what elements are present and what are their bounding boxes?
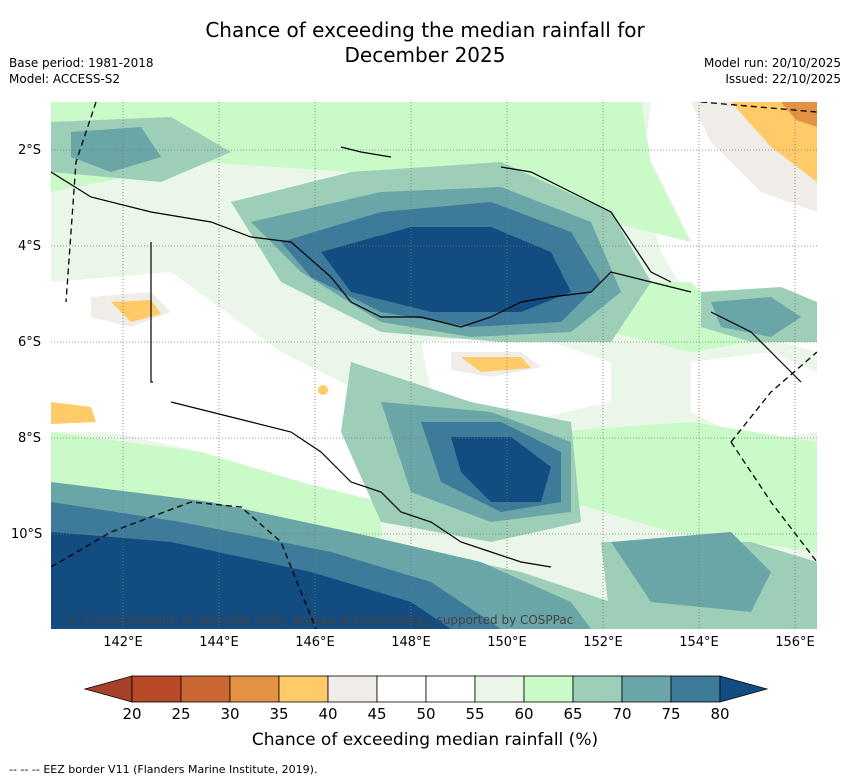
eez-east bbox=[730, 351, 817, 443]
bougainville-coast bbox=[710, 311, 802, 383]
cbar-tick-20: 20 bbox=[122, 705, 142, 723]
lat-label-8s: 8°S bbox=[18, 431, 42, 446]
blue-max-south bbox=[451, 437, 551, 502]
lon-label-152e: 152°E bbox=[583, 635, 623, 650]
base-period: Base period: 1981-2018 bbox=[9, 56, 154, 70]
png-north-coast bbox=[51, 171, 692, 328]
model-run: Model run: 20/10/2025 bbox=[703, 56, 841, 70]
cbar-tick-30: 30 bbox=[220, 705, 240, 723]
lon-label-150e: 150°E bbox=[487, 635, 527, 650]
white-zone-west bbox=[51, 272, 381, 502]
meta-right: Model run: 20/10/2025 Issued: 22/10/2025 bbox=[704, 55, 841, 87]
colorbar-segment bbox=[425, 675, 476, 703]
cbar-tick-60: 60 bbox=[514, 705, 534, 723]
green-band-north bbox=[51, 102, 691, 242]
colorbar-segment bbox=[572, 675, 623, 703]
cbar-tick-40: 40 bbox=[318, 705, 338, 723]
lon-label-148e: 148°E bbox=[391, 635, 431, 650]
colorbar bbox=[83, 675, 769, 703]
cbar-tick-70: 70 bbox=[612, 705, 632, 723]
cbar-tick-65: 65 bbox=[563, 705, 583, 723]
copyright-notice: © Commonwealth of Australia 2025, Bureau… bbox=[68, 613, 574, 627]
rainfall-map bbox=[51, 102, 817, 629]
title-line-2: December 2025 bbox=[344, 43, 506, 67]
teal-75-east bbox=[711, 297, 801, 337]
orange-dot bbox=[318, 385, 328, 395]
cbar-tick-45: 45 bbox=[367, 705, 387, 723]
lon-label-142e: 142°E bbox=[103, 635, 143, 650]
colorbar-segment bbox=[474, 675, 525, 703]
teal-75-se bbox=[611, 532, 771, 612]
lon-label-156e: 156°E bbox=[775, 635, 815, 650]
cbar-tick-50: 50 bbox=[416, 705, 436, 723]
cbar-tick-55: 55 bbox=[465, 705, 485, 723]
orange-sw-edge bbox=[51, 402, 96, 424]
orange-ne bbox=[731, 102, 817, 182]
colorbar-segment bbox=[229, 675, 280, 703]
colorbar-segment bbox=[621, 675, 672, 703]
eez-legend-dash: -- -- -- bbox=[9, 763, 40, 776]
island-coast-n bbox=[340, 146, 392, 158]
eez-legend-text: EEZ border V11 (Flanders Marine Institut… bbox=[43, 763, 318, 776]
blue-max-central bbox=[321, 227, 571, 312]
colorbar-segment bbox=[670, 675, 721, 703]
issued-date: Issued: 22/10/2025 bbox=[725, 72, 841, 86]
chart-title: Chance of exceeding the median rainfall … bbox=[0, 18, 850, 68]
darkorange-ne bbox=[781, 102, 817, 127]
teal-75-nw bbox=[71, 127, 161, 172]
colorbar-segment bbox=[327, 675, 378, 703]
meta-left: Base period: 1981-2018 Model: ACCESS-S2 bbox=[9, 55, 154, 87]
border-line bbox=[150, 242, 153, 383]
colorbar-segment bbox=[131, 675, 182, 703]
map-panel bbox=[51, 102, 817, 629]
cbar-tick-25: 25 bbox=[171, 705, 191, 723]
white-zone-east bbox=[691, 352, 817, 442]
lon-label-146e: 146°E bbox=[295, 635, 335, 650]
png-south-coast bbox=[170, 401, 552, 568]
colorbar-segment bbox=[523, 675, 574, 703]
eez-legend: -- -- -- EEZ border V11 (Flanders Marine… bbox=[9, 763, 317, 776]
colorbar-extend-low bbox=[83, 675, 133, 703]
graticule bbox=[51, 102, 817, 629]
green-band-east bbox=[551, 422, 817, 552]
eez-west bbox=[65, 102, 97, 303]
eez-south bbox=[51, 501, 317, 629]
eez-borders bbox=[51, 102, 817, 629]
model-name: Model: ACCESS-S2 bbox=[9, 72, 121, 86]
lat-label-10s: 10°S bbox=[11, 527, 43, 542]
coastlines bbox=[51, 146, 802, 568]
lat-label-2s: 2°S bbox=[18, 143, 42, 158]
cbar-tick-80: 80 bbox=[710, 705, 730, 723]
colorbar-segment bbox=[278, 675, 329, 703]
orange-central bbox=[461, 357, 531, 372]
lat-label-6s: 6°S bbox=[18, 335, 42, 350]
blue-max-sw bbox=[51, 532, 451, 629]
lat-label-4s: 4°S bbox=[18, 239, 42, 254]
title-line-1: Chance of exceeding the median rainfall … bbox=[205, 18, 645, 42]
colorbar-segment bbox=[376, 675, 427, 703]
colorbar-segment bbox=[180, 675, 231, 703]
lon-label-154e: 154°E bbox=[679, 635, 719, 650]
new-britain-coast bbox=[500, 166, 672, 283]
cbar-tick-35: 35 bbox=[269, 705, 289, 723]
colorbar-extend-high bbox=[719, 675, 769, 703]
lon-label-144e: 144°E bbox=[199, 635, 239, 650]
cbar-tick-75: 75 bbox=[661, 705, 681, 723]
orange-west bbox=[111, 300, 161, 322]
eez-east-lower bbox=[730, 441, 817, 563]
colorbar-label: Chance of exceeding median rainfall (%) bbox=[251, 730, 599, 750]
